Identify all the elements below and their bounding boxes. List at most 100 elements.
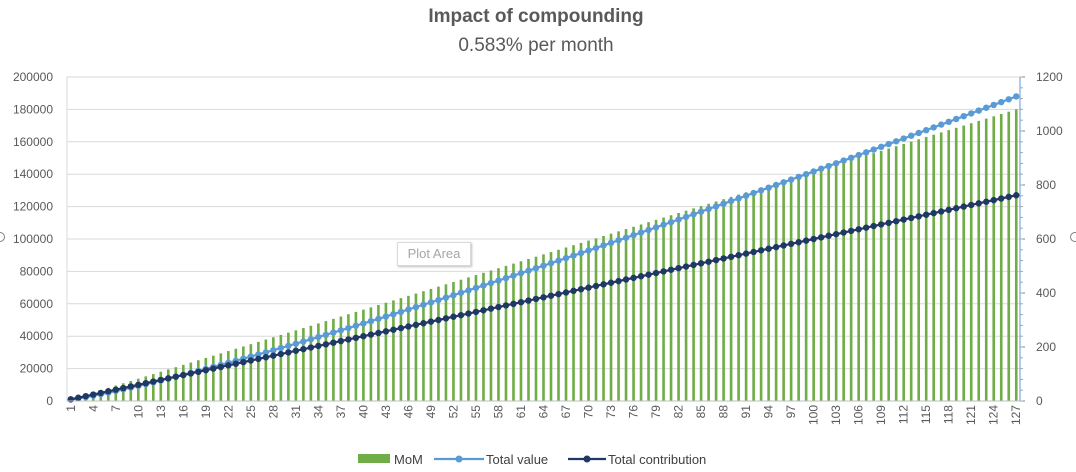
legend-marker-total-value — [455, 455, 463, 463]
series-point — [180, 371, 187, 379]
series-point — [525, 267, 532, 274]
bar-mom — [1014, 109, 1018, 402]
series-point — [735, 195, 742, 202]
series-point — [157, 376, 164, 384]
bar-mom — [452, 282, 455, 401]
legend-label-mom: MoM — [394, 452, 423, 467]
bar-mom — [422, 291, 425, 401]
series-point — [255, 355, 262, 363]
bar-mom — [1007, 111, 1011, 402]
series-point — [540, 262, 547, 269]
bar-mom — [204, 357, 208, 401]
legend-marker-total-contribution — [583, 455, 591, 463]
series-point — [877, 143, 885, 151]
bar-mom — [519, 261, 523, 401]
series-point — [585, 247, 592, 254]
bar-mom — [384, 302, 388, 401]
series-point — [547, 292, 555, 299]
series-point — [322, 331, 330, 339]
x-tick-label: 124 — [987, 405, 1001, 425]
series-point — [562, 254, 570, 262]
series-point — [307, 344, 315, 351]
series-point — [315, 333, 322, 341]
series-point — [622, 234, 630, 241]
x-tick-label: 88 — [717, 405, 731, 419]
bar-mom — [212, 355, 215, 401]
series-point — [540, 294, 547, 301]
series-point — [690, 261, 697, 269]
bar-mom — [789, 178, 793, 401]
series-point — [592, 244, 600, 252]
series-point — [990, 101, 997, 109]
series-point — [712, 256, 720, 264]
bar-mom — [272, 337, 275, 401]
series-point — [1005, 96, 1012, 103]
bar-mom — [707, 203, 710, 401]
bar-mom — [609, 233, 613, 401]
series-point — [382, 313, 390, 320]
bar-mom — [594, 238, 598, 401]
series-point — [570, 252, 577, 259]
series-point — [480, 307, 487, 314]
series-point — [120, 384, 127, 392]
series-point — [675, 264, 682, 272]
x-tick-label: 112 — [897, 405, 911, 424]
bar-mom — [887, 148, 890, 401]
left-tick-label: 20000 — [20, 362, 54, 376]
right-resize-handle[interactable] — [1070, 232, 1076, 242]
series-point — [285, 349, 292, 356]
series-point — [435, 316, 442, 324]
series-point — [810, 168, 817, 175]
x-tick-label: 22 — [221, 405, 235, 419]
bar-mom — [227, 351, 230, 401]
series-point — [352, 334, 360, 342]
series-point — [968, 110, 975, 117]
series-point — [990, 196, 997, 204]
bar-mom — [279, 334, 283, 401]
bar-mom — [647, 222, 650, 401]
series-point — [682, 213, 690, 221]
series-point — [960, 203, 967, 210]
series-point — [607, 279, 615, 286]
bar-mom — [497, 268, 500, 401]
series-point — [802, 170, 810, 178]
series-point — [105, 388, 112, 395]
x-tick-label: 76 — [627, 405, 641, 419]
bar-mom — [249, 344, 253, 401]
legend-label-total-value: Total value — [486, 452, 548, 467]
left-tick-label: 60000 — [20, 297, 54, 311]
x-tick-label: 127 — [1009, 405, 1023, 425]
series-point — [457, 311, 465, 319]
plot-area-tooltip: Plot Area — [397, 242, 471, 266]
left-tick-label: 80000 — [20, 264, 54, 278]
series-point — [675, 216, 682, 223]
x-tick-label: 13 — [154, 405, 168, 419]
series-point — [607, 239, 615, 247]
series-point — [705, 258, 712, 265]
x-tick-label: 103 — [829, 405, 843, 425]
series-point — [247, 357, 255, 364]
series-point — [960, 112, 967, 120]
bar-mom — [954, 127, 958, 401]
series-point — [210, 365, 217, 372]
series-point — [600, 242, 607, 249]
right-tick-label: 400 — [1036, 286, 1056, 300]
series-point — [547, 259, 555, 267]
bar-mom — [542, 254, 545, 401]
bar-mom — [467, 277, 470, 401]
x-tick-label: 82 — [672, 405, 686, 419]
series-point — [660, 268, 667, 275]
left-tick-label: 120000 — [13, 200, 53, 214]
series-point — [840, 157, 847, 164]
series-point — [915, 213, 922, 220]
series-point — [900, 216, 907, 223]
bar-mom — [181, 364, 185, 401]
bar-mom — [166, 369, 170, 401]
series-point — [622, 276, 630, 283]
left-tick-label: 40000 — [20, 329, 54, 343]
series-point — [983, 104, 990, 111]
series-point — [742, 192, 750, 199]
bar-mom — [782, 180, 785, 401]
series-point — [645, 226, 652, 234]
series-point — [615, 277, 622, 285]
